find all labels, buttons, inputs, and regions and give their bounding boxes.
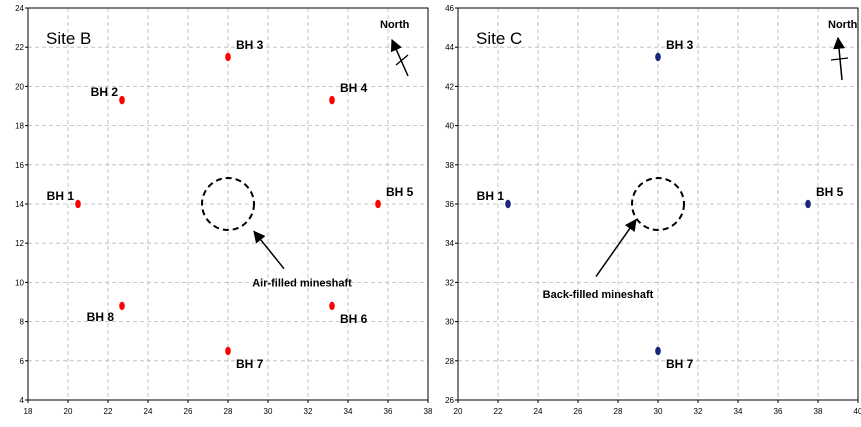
x-tick-label: 38 — [424, 407, 433, 416]
borehole-label: BH 1 — [477, 189, 505, 203]
borehole-marker — [805, 199, 811, 209]
borehole-marker — [655, 346, 661, 356]
site-c-chart: 20 22 24 26 28 30 32 34 36 38 40 26 28 30 32 34 36 38 40 42… — [445, 4, 861, 416]
borehole-label: BH 2 — [91, 85, 119, 99]
x-tick-label: 22 — [104, 407, 113, 416]
x-tick-label: 26 — [184, 407, 193, 416]
y-tick-label: 26 — [445, 396, 454, 405]
y-tick-label: 8 — [20, 318, 25, 327]
x-tick-label: 20 — [64, 407, 73, 416]
site-title: Site B — [46, 29, 91, 48]
x-tick-label: 22 — [494, 407, 503, 416]
borehole-label: BH 4 — [340, 81, 368, 95]
x-tick-label: 30 — [264, 407, 273, 416]
y-tick-label: 36 — [445, 200, 454, 209]
x-tick-label: 26 — [574, 407, 583, 416]
north-label: North — [380, 19, 410, 31]
north-arrow-crossbar — [395, 54, 409, 66]
north-arrow-shaft — [390, 38, 409, 77]
y-tick-label: 6 — [20, 357, 25, 366]
north-arrow-crossbar — [830, 57, 849, 61]
borehole-label: BH 5 — [386, 185, 414, 199]
borehole-marker — [75, 199, 81, 209]
x-tick-label: 32 — [304, 407, 313, 416]
x-tick-label: 34 — [344, 407, 353, 416]
borehole-marker — [329, 301, 335, 311]
y-tick-label: 22 — [15, 43, 24, 52]
y-tick-label: 40 — [445, 122, 454, 131]
y-tick-label: 38 — [445, 161, 454, 170]
borehole-label: BH 8 — [87, 310, 115, 324]
site-b-chart: 18 20 22 24 26 28 30 32 34 36 38 4 6 8 10 12 14 16 18 20 22 2… — [15, 4, 433, 416]
x-tick-label: 36 — [384, 407, 393, 416]
y-tick-label: 12 — [15, 239, 24, 248]
x-tick-label: 24 — [144, 407, 153, 416]
x-tick-label: 36 — [774, 407, 783, 416]
borehole-marker — [119, 95, 125, 105]
mineshaft-circle — [631, 177, 685, 231]
mineshaft-circle — [201, 177, 255, 231]
y-tick-label: 42 — [445, 82, 454, 91]
borehole-marker — [119, 301, 125, 311]
borehole-marker — [225, 346, 231, 356]
x-tick-label: 24 — [534, 407, 543, 416]
y-tick-label: 4 — [20, 396, 25, 405]
mineshaft-arrow — [253, 230, 285, 270]
y-tick-label: 14 — [15, 200, 24, 209]
borehole-marker — [329, 95, 335, 105]
north-arrow-icon — [390, 38, 409, 77]
y-tick-label: 24 — [15, 4, 24, 13]
x-tick-label: 18 — [24, 407, 33, 416]
north-arrow-icon — [830, 36, 849, 81]
x-tick-label: 34 — [734, 407, 743, 416]
north-label: North — [828, 19, 858, 31]
y-tick-label: 28 — [445, 357, 454, 366]
borehole-label: BH 1 — [47, 189, 75, 203]
x-tick-label: 28 — [614, 407, 623, 416]
y-tick-label: 32 — [445, 278, 454, 287]
mineshaft-arrow — [595, 218, 637, 277]
borehole-label: BH 3 — [236, 38, 264, 52]
borehole-label: BH 5 — [816, 185, 844, 199]
x-tick-label: 40 — [854, 407, 861, 416]
x-tick-label: 38 — [814, 407, 823, 416]
y-tick-label: 20 — [15, 82, 24, 91]
borehole-marker — [375, 199, 381, 209]
borehole-label: BH 7 — [666, 357, 694, 371]
x-tick-label: 28 — [224, 407, 233, 416]
x-tick-label: 30 — [654, 407, 663, 416]
y-tick-label: 46 — [445, 4, 454, 13]
site-title: Site C — [476, 29, 522, 48]
borehole-label: BH 6 — [340, 312, 368, 326]
borehole-label: BH 7 — [236, 357, 264, 371]
mineshaft-label: Air-filled mineshaft — [252, 277, 352, 289]
x-tick-label: 20 — [454, 407, 463, 416]
y-tick-label: 34 — [445, 239, 454, 248]
y-tick-label: 16 — [15, 161, 24, 170]
borehole-marker — [225, 52, 231, 62]
y-tick-label: 18 — [15, 122, 24, 131]
y-tick-label: 10 — [15, 278, 24, 287]
y-tick-label: 30 — [445, 318, 454, 327]
borehole-marker — [505, 199, 511, 209]
borehole-label: BH 3 — [666, 38, 694, 52]
y-tick-label: 44 — [445, 43, 454, 52]
mineshaft-label: Back-filled mineshaft — [543, 289, 654, 301]
x-tick-label: 32 — [694, 407, 703, 416]
borehole-marker — [655, 52, 661, 62]
